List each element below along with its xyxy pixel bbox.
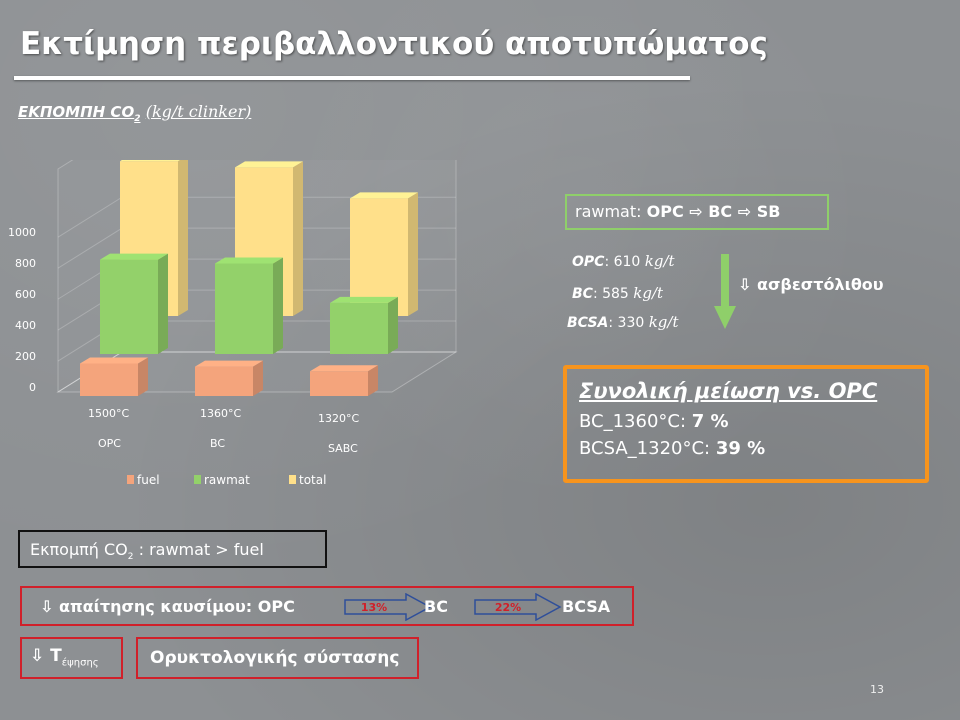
fuel-pct-1: 13% <box>361 601 387 614</box>
kg-value: : 330 <box>608 315 645 331</box>
legend-label: fuel <box>137 473 160 487</box>
co2-bar-chart: 0 200 400 600 800 1000 1500°C OPC 1360°C BC 1320°… <box>8 160 458 487</box>
kg-bc: BC: 585 kg/t <box>572 284 663 302</box>
bar-side-face <box>178 160 188 316</box>
fuel-demand-text: ⇩ απαίτησης καυσίμου: OPC <box>40 597 295 616</box>
bar-front-face <box>330 302 388 354</box>
bar-rawmat <box>330 296 398 354</box>
reduction-box: Συνολική μείωση vs. OPC BC_1360°C: 7 % B… <box>563 365 929 483</box>
bar-top-face <box>310 365 378 372</box>
kg-bcsa: BCSA: 330 kg/t <box>567 313 679 331</box>
bar-side-face <box>158 253 168 354</box>
x-tick-label: BC <box>210 437 225 450</box>
y-tick-label: 200 <box>15 350 36 363</box>
subtitle-unit: (kg/t clinker) <box>145 102 252 121</box>
bar-total <box>350 192 418 316</box>
legend-swatch <box>194 475 201 484</box>
bar-front-face <box>350 198 408 316</box>
bar-top-face <box>215 257 283 264</box>
bar-top-face <box>100 253 168 260</box>
bar-side-face <box>138 357 148 396</box>
bar-top-face <box>235 161 303 168</box>
page-title: Εκτίμηση περιβαλλοντικού αποτυπώματος <box>20 26 768 62</box>
bar-side-face <box>408 192 418 316</box>
reduction-label: BC_1360°C: <box>579 411 692 432</box>
fuel-mid: BC <box>424 597 448 616</box>
emission-sub: 2 <box>127 552 134 563</box>
bar-side-face <box>293 161 303 316</box>
subtitle-prefix: ΕΚΠΟΜΠΗ CO <box>18 103 135 121</box>
fuel-demand-box: ⇩ απαίτησης καυσίμου: OPC 13% BC 22% BCS… <box>20 586 634 626</box>
mineral-box: Ορυκτολογικής σύστασης <box>136 637 419 679</box>
arrow-right-icon: 22% <box>474 593 562 621</box>
x-tick-label: OPC <box>98 437 121 450</box>
y-tick-label: 400 <box>15 319 36 332</box>
kg-label: OPC <box>572 254 605 270</box>
x-tick-label: 1360°C <box>200 407 241 420</box>
bar-side-face <box>273 257 283 354</box>
reduction-row: BCSA_1320°C: 39 % <box>579 438 925 459</box>
kg-label: BCSA <box>567 315 609 331</box>
kg-opc: OPC: 610 kg/t <box>572 252 675 270</box>
temp-prefix: ⇩ T <box>30 646 62 666</box>
bar-front-face <box>100 259 158 354</box>
emission-suffix: : rawmat > fuel <box>133 540 264 559</box>
legend-swatch <box>289 475 296 484</box>
legend-swatch <box>127 475 134 484</box>
bar-front-face <box>80 363 138 396</box>
subtitle-sub: 2 <box>134 114 141 124</box>
reduction-label: BCSA_1320°C: <box>579 438 716 459</box>
bar-top-face <box>330 296 398 303</box>
y-tick-label: 600 <box>15 288 36 301</box>
bar-front-face <box>215 263 273 354</box>
bar-top-face <box>80 357 148 364</box>
kg-label: BC <box>572 286 593 302</box>
fuel-pct-2: 22% <box>495 601 521 614</box>
bar-fuel <box>195 360 263 396</box>
y-tick-label: 0 <box>29 381 36 394</box>
kg-unit: kg/t <box>648 313 679 331</box>
temp-sub: έψησης <box>61 657 99 669</box>
reduction-value: 7 % <box>691 411 729 432</box>
bar-top-face <box>120 160 181 162</box>
kg-value: : 610 <box>604 254 641 270</box>
bar-side-face <box>368 365 378 396</box>
bar-fuel <box>310 365 378 396</box>
legend-label: rawmat <box>204 473 250 487</box>
limestone-label: ⇩ ασβεστόλιθου <box>738 275 884 294</box>
kg-unit: kg/t <box>644 252 675 270</box>
rawmat-box: rawmat: OPC ⇨ BC ⇨ SB <box>565 194 829 230</box>
bar-side-face <box>253 360 263 396</box>
x-tick-label: 1320°C <box>318 412 359 425</box>
y-tick-label: 800 <box>15 257 36 270</box>
x-tick-label: SABC <box>328 442 358 455</box>
kg-value: : 585 <box>592 286 629 302</box>
kg-unit: kg/t <box>633 284 664 302</box>
page-number: 13 <box>870 683 884 696</box>
x-tick-label: 1500°C <box>88 407 129 420</box>
reduction-heading: Συνολική μείωση vs. OPC <box>579 379 878 403</box>
chart-subtitle: ΕΚΠΟΜΠΗ CO2 (kg/t clinker) <box>18 102 251 124</box>
reduction-row: BC_1360°C: 7 % <box>579 411 925 432</box>
bar-rawmat <box>215 257 283 354</box>
emission-box: Εκπομπή CO2 : rawmat > fuel <box>18 530 327 568</box>
bar-top-face <box>195 360 263 367</box>
rawmat-prefix: rawmat: <box>575 202 647 221</box>
bar-fuel <box>80 357 148 396</box>
temperature-box: ⇩ Tέψησης <box>20 637 123 679</box>
down-arrow-icon <box>714 254 736 329</box>
bar-front-face <box>310 371 368 396</box>
emission-prefix: Εκπομπή CO <box>30 540 128 559</box>
title-underline <box>14 76 690 80</box>
bar-front-face <box>195 366 253 396</box>
y-tick-label: 1000 <box>8 226 36 239</box>
fuel-end: BCSA <box>562 597 611 616</box>
reduction-value: 39 % <box>715 438 766 459</box>
legend-label: total <box>299 473 326 487</box>
bar-side-face <box>388 296 398 354</box>
arrow-right-icon: 13% <box>344 593 432 621</box>
bar-top-face <box>350 192 418 199</box>
rawmat-path: OPC ⇨ BC ⇨ SB <box>646 202 781 221</box>
bar-rawmat <box>100 253 168 354</box>
